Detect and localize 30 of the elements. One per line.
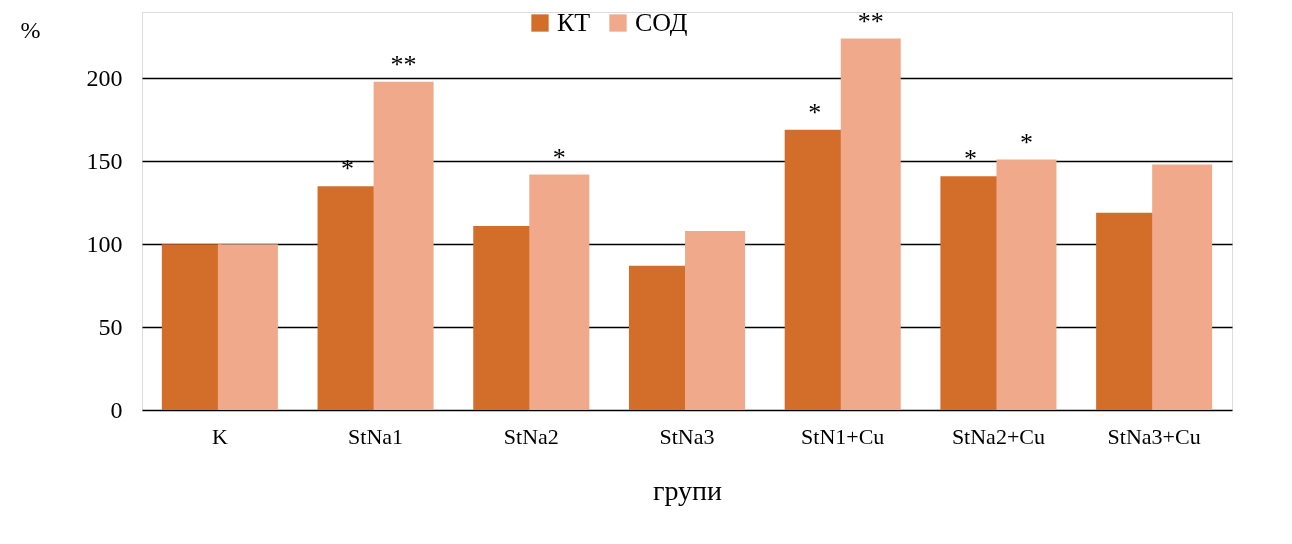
- annotation: *: [1019, 127, 1033, 157]
- annotation: **: [390, 49, 417, 79]
- bar: [373, 81, 434, 410]
- x-tick-label: StNa3: [659, 423, 715, 449]
- bar: [840, 38, 901, 410]
- bar: [217, 244, 278, 410]
- x-axis-title: групи: [652, 474, 723, 506]
- x-tick-label: StNa3+Cu: [1107, 423, 1201, 449]
- x-tick-label: StNa2: [503, 423, 559, 449]
- y-tick-label: 50: [98, 313, 123, 340]
- bar: [529, 174, 590, 410]
- annotation: *: [808, 97, 822, 127]
- legend-label: СОД: [635, 8, 688, 37]
- bar: [685, 230, 746, 410]
- bar: [1152, 164, 1213, 410]
- annotation: *: [963, 144, 977, 174]
- y-tick-label: 200: [86, 64, 123, 91]
- y-axis-title: %: [20, 16, 41, 43]
- x-tick-label: K: [211, 423, 228, 449]
- x-tick-label: StN1+Cu: [801, 423, 885, 449]
- y-tick-label: 0: [110, 396, 123, 423]
- legend-label: КТ: [557, 8, 591, 37]
- x-tick-label: StNa1: [348, 423, 404, 449]
- y-tick-label: 100: [86, 230, 123, 257]
- x-tick-label: StNa2+Cu: [951, 423, 1045, 449]
- y-tick-label: 150: [86, 147, 123, 174]
- annotation: *: [341, 154, 355, 184]
- annotation: *: [552, 142, 566, 172]
- bar: [996, 159, 1057, 410]
- annotation: **: [857, 6, 884, 36]
